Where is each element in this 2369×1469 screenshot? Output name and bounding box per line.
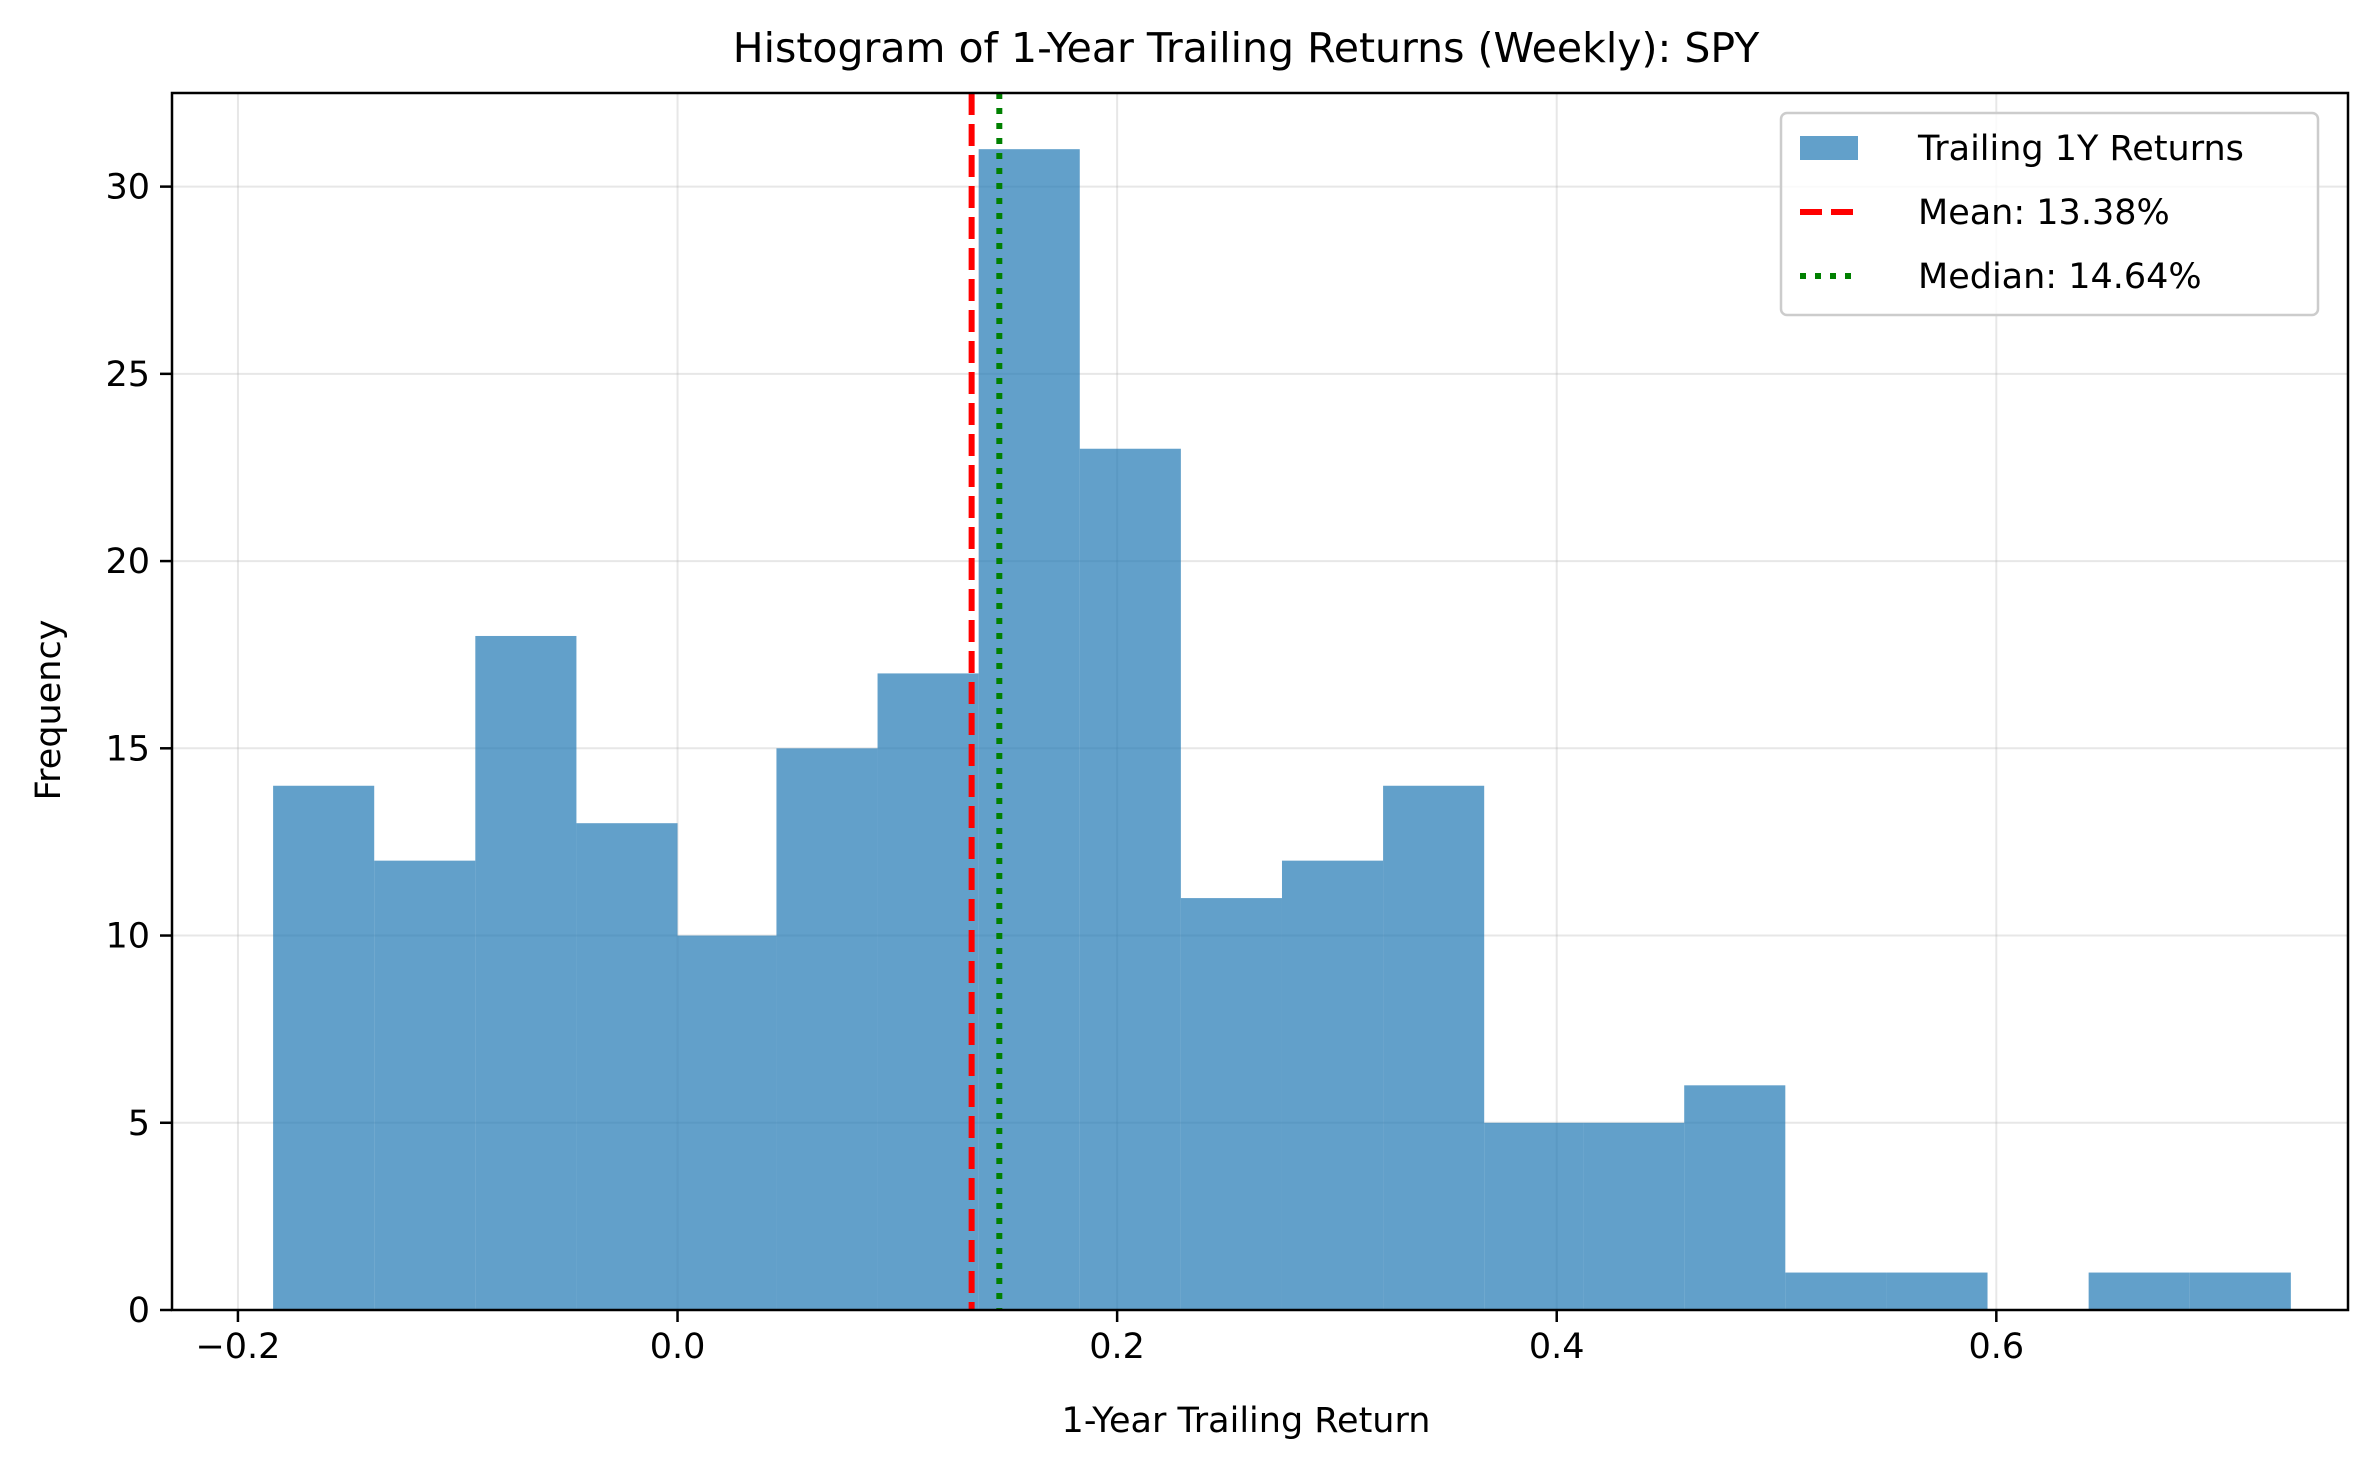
x-tick-label: −0.2 (195, 1327, 280, 1367)
x-tick-label: 0.0 (650, 1327, 706, 1367)
y-tick-label: 25 (105, 355, 150, 395)
histogram-bar (1079, 448, 1181, 1310)
histogram-bar (475, 635, 577, 1310)
legend-bar-swatch (1800, 136, 1858, 160)
reference-lines-layer (968, 93, 1003, 1310)
histogram-bar (273, 785, 375, 1310)
histogram-bar (677, 935, 777, 1310)
histogram-bar (978, 149, 1080, 1311)
histogram-bar (1583, 1122, 1685, 1310)
legend: Trailing 1Y Returns Mean: 13.38% Median:… (1779, 111, 2320, 317)
legend-label-mean: Mean: 13.38% (1918, 193, 2170, 233)
histogram-bar (1180, 898, 1282, 1310)
chart-title: Histogram of 1-Year Trailing Returns (We… (733, 24, 1760, 72)
y-tick-label: 10 (105, 917, 150, 957)
x-tick-label: 0.6 (1968, 1327, 2024, 1367)
histogram-bar (877, 673, 979, 1310)
y-tick-label: 20 (105, 542, 150, 582)
y-tick-label: 30 (105, 168, 150, 208)
legend-frame (1779, 111, 2320, 317)
x-tick-label: 0.4 (1529, 1327, 1585, 1367)
histogram-bar (1886, 1272, 1988, 1310)
y-axis-label: Frequency (29, 620, 69, 801)
x-axis-label: 1-Year Trailing Return (1062, 1401, 1431, 1441)
legend-label-median: Median: 14.64% (1918, 257, 2202, 297)
histogram-bar (1484, 1122, 1584, 1310)
histogram-bar (2088, 1272, 2190, 1310)
ticks-layer: −0.2 0.0 0.2 0.4 0.6 0 5 10 15 20 25 30 (105, 168, 2024, 1367)
histogram-bar (374, 860, 476, 1310)
histogram-bar (776, 748, 878, 1310)
histogram-bar (2189, 1272, 2291, 1310)
histogram-bar (1785, 1272, 1887, 1310)
legend-label-returns: Trailing 1Y Returns (1917, 129, 2244, 169)
plot-frame (170, 91, 2350, 1312)
y-tick-label: 0 (128, 1291, 150, 1331)
histogram-bar (576, 823, 678, 1310)
y-tick-label: 5 (128, 1104, 150, 1144)
bars-layer (273, 149, 2291, 1311)
x-tick-label: 0.2 (1089, 1327, 1145, 1367)
histogram-bar (1383, 785, 1485, 1310)
histogram-bar (1281, 860, 1384, 1310)
y-tick-label: 15 (105, 729, 150, 769)
histogram-bar (1684, 1085, 1786, 1310)
